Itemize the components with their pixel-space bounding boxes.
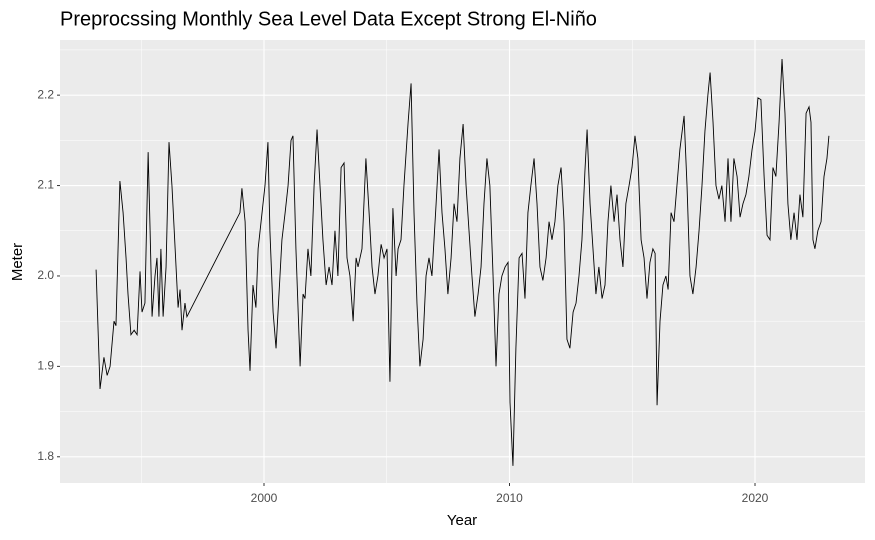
y-tick-label: 2.1 bbox=[37, 178, 54, 192]
panel bbox=[60, 40, 865, 483]
y-tick-label: 2.0 bbox=[37, 268, 54, 282]
y-tick-label: 1.8 bbox=[37, 449, 54, 463]
x-tick-label: 2010 bbox=[496, 491, 523, 505]
x-tick-label: 2020 bbox=[742, 491, 769, 505]
x-axis-title: Year bbox=[447, 512, 477, 529]
y-axis-title: Meter bbox=[9, 243, 26, 281]
y-tick-label: 2.2 bbox=[37, 87, 54, 101]
chart-title: Preprocssing Monthly Sea Level Data Exce… bbox=[60, 8, 597, 30]
x-tick-label: 2000 bbox=[251, 491, 278, 505]
data-line bbox=[95, 58, 830, 466]
y-tick-label: 1.9 bbox=[37, 359, 54, 373]
